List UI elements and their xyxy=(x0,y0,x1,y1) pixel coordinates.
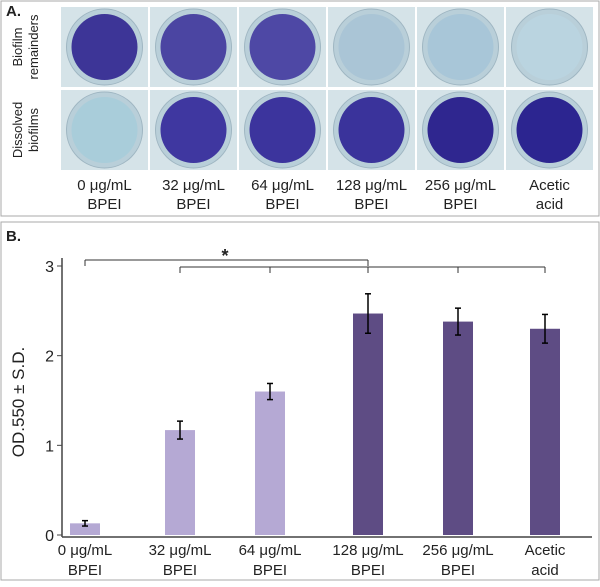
row-label: Dissolved xyxy=(10,102,25,158)
column-label: 64 μg/mL xyxy=(251,177,314,194)
well xyxy=(338,14,405,80)
column-label: 0 μg/mL xyxy=(77,177,132,194)
column-label: Acetic xyxy=(529,177,570,194)
bar xyxy=(530,328,560,535)
bar xyxy=(255,391,285,535)
x-tick-label: Acetic xyxy=(525,542,566,559)
x-tick-label: 256 μg/mL xyxy=(422,542,493,559)
well xyxy=(427,14,494,80)
x-tick-label: BPEI xyxy=(441,562,475,579)
x-tick-label: 64 μg/mL xyxy=(239,542,302,559)
column-label: BPEI xyxy=(354,196,388,213)
column-label: 256 μg/mL xyxy=(425,177,496,194)
panel-b-frame xyxy=(0,221,600,581)
bar xyxy=(70,523,100,535)
x-tick-label: 0 μg/mL xyxy=(58,542,113,559)
x-tick-label: 128 μg/mL xyxy=(332,542,403,559)
panel-label: B. xyxy=(6,228,21,245)
well xyxy=(71,14,138,80)
row-label: biofilms xyxy=(26,107,41,152)
row-label: Biofilm xyxy=(10,27,25,66)
x-tick-label: BPEI xyxy=(68,562,102,579)
well xyxy=(249,97,316,163)
column-label: 128 μg/mL xyxy=(336,177,407,194)
y-tick-label: 1 xyxy=(45,438,54,455)
column-label: BPEI xyxy=(176,196,210,213)
bar xyxy=(165,430,195,535)
column-label: 32 μg/mL xyxy=(162,177,225,194)
column-label: BPEI xyxy=(87,196,121,213)
y-tick-label: 0 xyxy=(45,528,54,545)
y-tick-label: 2 xyxy=(45,349,54,366)
column-label: BPEI xyxy=(443,196,477,213)
well xyxy=(516,97,583,163)
well xyxy=(160,14,227,80)
column-label: BPEI xyxy=(265,196,299,213)
row-label: remainders xyxy=(26,14,41,80)
bar xyxy=(353,313,383,535)
significance: * xyxy=(221,246,228,266)
x-tick-label: BPEI xyxy=(351,562,385,579)
y-axis-label: OD.550 ± S.D. xyxy=(9,347,28,457)
x-tick-label: BPEI xyxy=(253,562,287,579)
well xyxy=(249,14,316,80)
well xyxy=(71,97,138,163)
x-tick-label: BPEI xyxy=(163,562,197,579)
well xyxy=(427,97,494,163)
x-tick-label: 32 μg/mL xyxy=(149,542,212,559)
x-tick-label: acid xyxy=(531,562,559,579)
bar xyxy=(443,321,473,535)
well xyxy=(516,14,583,80)
y-tick-label: 3 xyxy=(45,259,54,276)
column-label: acid xyxy=(536,196,564,213)
panel-label: A. xyxy=(6,3,21,20)
well xyxy=(160,97,227,163)
well xyxy=(338,97,405,163)
